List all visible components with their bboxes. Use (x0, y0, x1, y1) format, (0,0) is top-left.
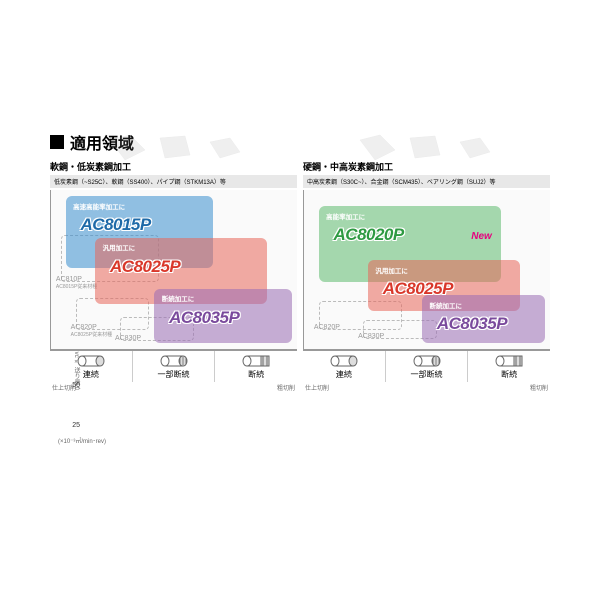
panel-header-primary: 硬鋼・中高炭素鋼加工 (303, 158, 550, 175)
title-marker-icon (50, 135, 64, 149)
ghost-label: AC820PAC8025P従来材種 (71, 324, 112, 338)
application-range-diagram: 適用領域 加工能率 （切削速度 vc × 送り量 f） (×10⁻³㎡/min･… (50, 130, 550, 470)
region-tag: 高能率加工に (326, 211, 365, 221)
panel: 硬鋼・中高炭素鋼加工中高炭素鋼（S30C~）、合金鋼（SCM435）、ベアリング… (303, 158, 550, 393)
y-tick: 50 (72, 382, 80, 389)
panel-header-secondary: 低炭素鋼（~S25C）、軟鋼（SS400）、パイプ鋼（STKM13A）等 (50, 175, 297, 188)
ghost-label: AC830P (358, 333, 384, 340)
panel: 軟鋼・低炭素鋼加工低炭素鋼（~S25C）、軟鋼（SS400）、パイプ鋼（STKM… (50, 158, 297, 393)
page-title: 適用領域 (70, 130, 134, 154)
footer-label: 断続 (215, 369, 297, 380)
region-name: AC8015P (81, 215, 151, 235)
footer-label: 断続 (468, 369, 550, 380)
y-tick: 25 (72, 422, 80, 429)
scale-right: 粗切削 (530, 383, 548, 392)
ghost-label: AC810PAC8015P従来材種 (56, 276, 97, 290)
footer-scale: 仕上切削 粗切削 (303, 382, 550, 393)
region-name: AC8035P (437, 314, 507, 334)
footer-icons-row: 連続一部断続断続 (50, 350, 297, 382)
region-name: AC8020P (334, 225, 404, 245)
footer-label: 一部断続 (386, 369, 468, 380)
y-axis-unit: (×10⁻³㎡/min･rev) (58, 436, 106, 445)
region-name: AC8025P (110, 257, 180, 277)
ghost-label: AC830P (115, 335, 141, 342)
region-tag: 断続加工に (162, 293, 195, 303)
footer-cell: 一部断続 (133, 351, 216, 382)
footer-cell: 連続 (50, 351, 133, 382)
region-name: AC8035P (169, 308, 239, 328)
footer-scale: 仕上切削粗切削 (50, 382, 297, 393)
panel-header-primary: 軟鋼・低炭素鋼加工 (50, 158, 297, 175)
region-tag: 高速高能率加工に (73, 201, 125, 211)
footer-cell: 連続 (303, 351, 386, 382)
footer-label: 一部断続 (133, 369, 215, 380)
title-row: 適用領域 (50, 130, 550, 154)
scale-right: 粗切削 (277, 383, 295, 392)
footer-label: 連続 (303, 369, 385, 380)
panel-header-secondary: 中高炭素鋼（S30C~）、合金鋼（SCM435）、ベアリング鋼（SUJ2）等 (303, 175, 550, 188)
region-tag: 汎用加工に (375, 265, 408, 275)
new-badge: New (471, 231, 492, 242)
footer-icons-row: 連続一部断続断続 (303, 350, 550, 382)
scale-left: 仕上切削 (305, 383, 329, 392)
chart-area: AC820PAC830P高能率加工にAC8020PNew汎用加工にAC8025P… (303, 190, 550, 350)
ghost-label: AC820P (314, 324, 340, 331)
chart-area: AC810PAC8015P従来材種 AC820PAC8025P従来材種AC830P… (50, 190, 297, 350)
footer-cell: 断続 (215, 351, 297, 382)
panels-container: 軟鋼・低炭素鋼加工低炭素鋼（~S25C）、軟鋼（SS400）、パイプ鋼（STKM… (50, 158, 550, 393)
region-tag: 断続加工に (429, 300, 462, 310)
footer-label: 連続 (50, 369, 132, 380)
footer-cell: 断続 (468, 351, 550, 382)
footer-cell: 一部断続 (386, 351, 469, 382)
region-tag: 汎用加工に (103, 242, 136, 252)
